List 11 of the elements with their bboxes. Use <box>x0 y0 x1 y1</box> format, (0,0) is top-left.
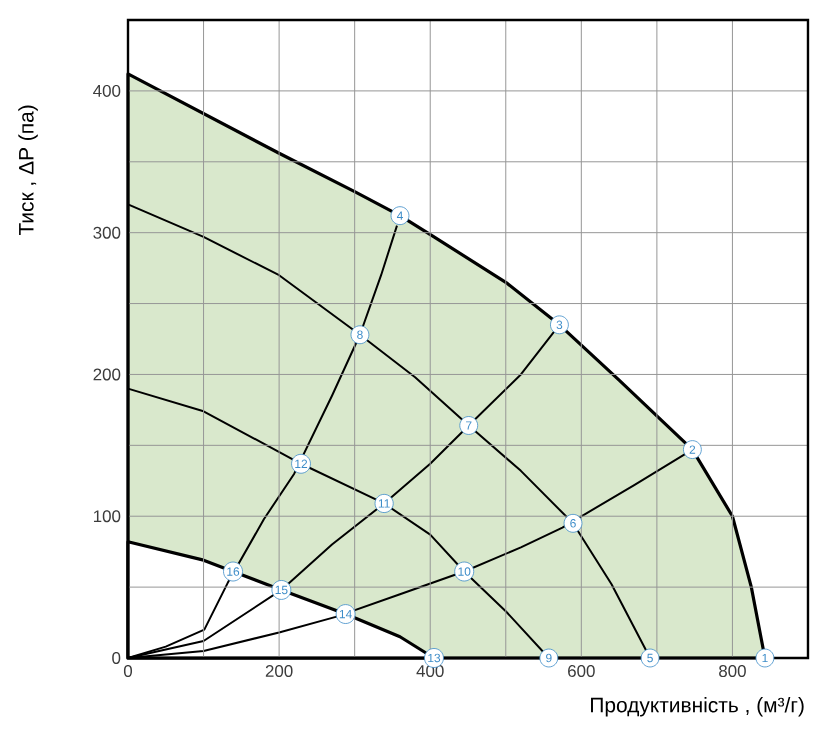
x-tick-label: 200 <box>265 665 293 678</box>
y-tick-label: 200 <box>93 368 121 381</box>
x-tick-label: 800 <box>719 665 746 678</box>
y-tick-label: 400 <box>93 84 121 97</box>
x-tick-label: 0 <box>123 665 133 678</box>
x-tick-label: 600 <box>568 665 595 678</box>
y-tick-label: 300 <box>93 226 121 239</box>
x-axis-title: Продуктивність , (м³/г) <box>591 697 804 717</box>
y-tick-label: 0 <box>112 652 121 664</box>
y-axis-title: Тиск , ΔP (па) <box>18 105 38 236</box>
y-tick-label: 100 <box>93 510 121 523</box>
